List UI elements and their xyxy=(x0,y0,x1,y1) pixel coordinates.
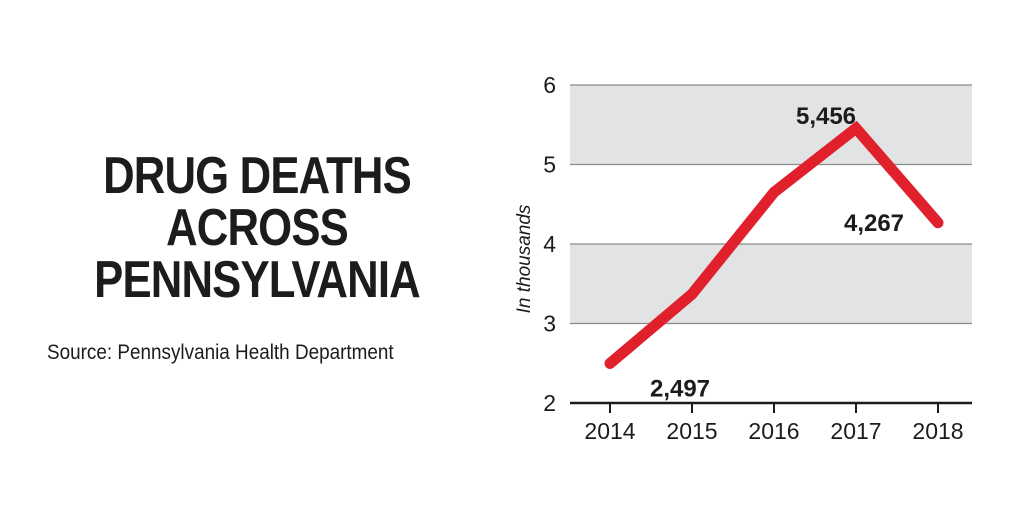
grid-band-1 xyxy=(570,85,972,165)
x-tick-label-2015: 2015 xyxy=(666,418,717,444)
data-label-2017: 5,456 xyxy=(796,103,856,130)
y-tick-label-3: 3 xyxy=(543,311,556,337)
data-label-2014: 2,497 xyxy=(650,375,710,402)
line-chart: 2 3 4 5 6 2014 2015 2016 2017 2018 In thousands 2,4… xyxy=(514,72,972,444)
y-axis-title: In thousands xyxy=(514,204,535,313)
grid-band-0 xyxy=(570,244,972,324)
y-tick-label-5: 5 xyxy=(543,152,556,178)
x-tick-label-2014: 2014 xyxy=(584,418,635,444)
data-label-2018: 4,267 xyxy=(844,210,904,237)
chart-title: DRUG DEATHS ACROSS PENNSYLVANIA xyxy=(42,150,472,306)
y-tick-label-6: 6 xyxy=(543,72,556,98)
title-line-1: DRUG DEATHS xyxy=(103,147,412,205)
title-line-3: PENNSYLVANIA xyxy=(94,251,420,309)
x-tick-label-2018: 2018 xyxy=(912,418,963,444)
y-tick-label-2: 2 xyxy=(543,390,556,416)
x-tick-label-2017: 2017 xyxy=(830,418,881,444)
source-note: Source: Pennsylvania Health Department xyxy=(47,341,394,364)
x-tick-label-2016: 2016 xyxy=(748,418,799,444)
title-line-2: ACROSS xyxy=(166,199,349,257)
y-tick-label-4: 4 xyxy=(543,231,556,257)
